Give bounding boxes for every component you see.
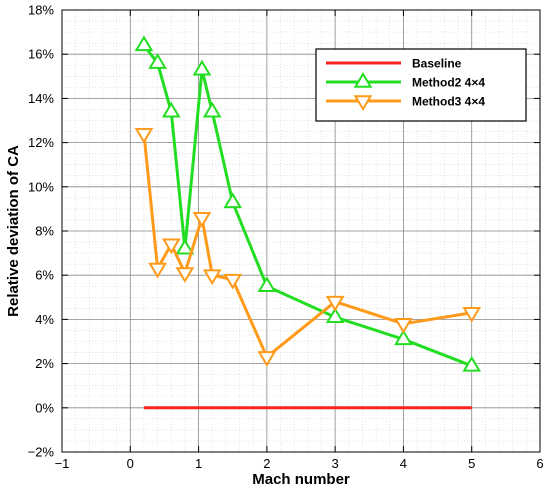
legend: Baseline Method2 4×4 Method3 4×4 xyxy=(315,48,527,122)
axis-ticks xyxy=(61,9,541,453)
x-tick-label: 5 xyxy=(468,456,475,471)
x-tick-label: 3 xyxy=(332,456,339,471)
data-point xyxy=(325,307,345,323)
y-axis-title: Relative deviation of CA xyxy=(5,145,22,317)
x-axis-title: Mach number xyxy=(252,471,350,488)
series xyxy=(134,127,482,367)
x-tick-label: 2 xyxy=(263,456,270,471)
y-tick-label: −2% xyxy=(28,445,55,460)
y-tick-label: 12% xyxy=(28,135,54,150)
y-tick-label: 2% xyxy=(35,356,54,371)
data-point xyxy=(175,238,195,255)
data-point xyxy=(462,306,482,323)
legend-box xyxy=(315,48,527,122)
y-tick-label: 6% xyxy=(35,268,54,283)
data-point xyxy=(257,351,277,367)
data-point xyxy=(134,35,154,52)
data-point xyxy=(175,267,195,283)
data-point xyxy=(161,238,181,255)
data-point xyxy=(202,269,222,286)
y-tick-label: 18% xyxy=(28,3,54,18)
data-point xyxy=(223,273,243,290)
data-point xyxy=(192,59,212,76)
data-point xyxy=(134,127,154,144)
x-tick-label: 1 xyxy=(195,456,202,471)
y-tick-labels: −2% 0% 2% 4% 6% 8% 10% 12% 14% 16% 18% xyxy=(28,3,55,460)
legend-marker xyxy=(353,72,373,88)
x-tick-label: 0 xyxy=(127,456,134,471)
data-point xyxy=(394,318,413,334)
data-point xyxy=(394,329,413,346)
x-tick-label: 4 xyxy=(400,456,407,471)
legend-label: Method2 4×4 xyxy=(412,76,485,90)
series xyxy=(134,35,482,372)
legend-label: Baseline xyxy=(412,57,462,71)
y-tick-label: 4% xyxy=(35,312,54,327)
data-point xyxy=(148,262,167,279)
legend-label: Method3 4×4 xyxy=(412,95,485,109)
y-tick-label: 16% xyxy=(28,47,54,62)
data-point xyxy=(202,101,222,118)
data-point xyxy=(192,211,212,228)
x-tick-label: 6 xyxy=(536,456,543,471)
data-point xyxy=(257,276,277,293)
y-tick-label: 0% xyxy=(35,400,54,415)
x-tick-labels: −1 0 1 2 3 4 5 6 xyxy=(55,456,544,471)
data-point xyxy=(161,101,181,118)
legend-marker xyxy=(353,95,373,111)
y-tick-label: 10% xyxy=(28,179,54,194)
x-tick-label: −1 xyxy=(55,456,70,471)
data-point xyxy=(462,355,482,372)
data-point xyxy=(148,53,167,69)
data-point xyxy=(223,192,243,209)
data-point xyxy=(325,295,345,312)
y-tick-label: 8% xyxy=(35,224,54,239)
y-tick-label: 14% xyxy=(28,91,54,106)
series-layer xyxy=(134,35,482,410)
